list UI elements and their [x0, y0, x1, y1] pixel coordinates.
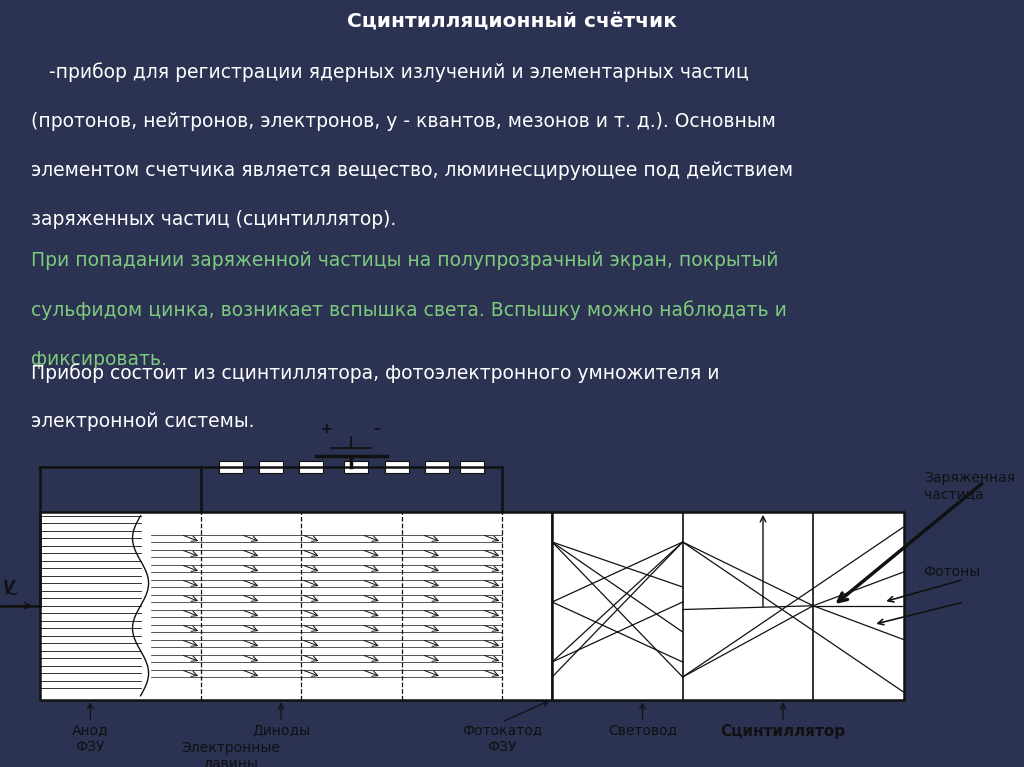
Text: +: +: [321, 422, 332, 436]
Text: Заряженная
частица: Заряженная частица: [924, 471, 1015, 501]
Bar: [219, 461, 243, 473]
Bar: [552, 512, 903, 700]
Bar: [425, 461, 449, 473]
Bar: [384, 461, 409, 473]
Text: Световод: Световод: [608, 723, 677, 738]
Text: Сцинтиллятор: Сцинтиллятор: [721, 723, 846, 739]
Text: (протонов, нейтронов, электронов, у - квантов, мезонов и т. д.). Основным: (протонов, нейтронов, электронов, у - кв…: [31, 112, 775, 130]
Text: При попадании заряженной частицы на полупрозрачный экран, покрытый: При попадании заряженной частицы на полу…: [31, 252, 778, 270]
Text: Фотоны: Фотоны: [924, 565, 981, 579]
Text: -прибор для регистрации ядерных излучений и элементарных частиц: -прибор для регистрации ядерных излучени…: [31, 62, 749, 82]
Text: Диноды: Диноды: [252, 723, 310, 738]
Bar: [299, 461, 324, 473]
Bar: [259, 461, 283, 473]
Bar: [40, 512, 552, 700]
Text: сульфидом цинка, возникает вспышка света. Вспышку можно наблюдать и: сульфидом цинка, возникает вспышка света…: [31, 301, 786, 321]
Text: Прибор состоит из сцинтиллятора, фотоэлектронного умножителя и: Прибор состоит из сцинтиллятора, фотоэле…: [31, 363, 719, 383]
Text: электронной системы.: электронной системы.: [31, 413, 254, 431]
Text: заряженных частиц (сцинтиллятор).: заряженных частиц (сцинтиллятор).: [31, 210, 396, 229]
Bar: [460, 461, 484, 473]
Text: Анод
ФЗУ: Анод ФЗУ: [72, 723, 109, 754]
Text: –: –: [373, 422, 380, 436]
Text: V: V: [3, 580, 14, 594]
Text: элементом счетчика является вещество, люминесцирующее под действием: элементом счетчика является вещество, лю…: [31, 161, 793, 180]
Text: ~: ~: [3, 584, 19, 604]
Text: Сцинтилляционный счётчик: Сцинтилляционный счётчик: [347, 13, 677, 32]
Text: Фотокатод
ФЗУ: Фотокатод ФЗУ: [462, 723, 542, 754]
Text: фиксировать.: фиксировать.: [31, 350, 167, 369]
Text: Электронные
лавины: Электронные лавины: [181, 741, 281, 767]
Bar: [344, 461, 369, 473]
